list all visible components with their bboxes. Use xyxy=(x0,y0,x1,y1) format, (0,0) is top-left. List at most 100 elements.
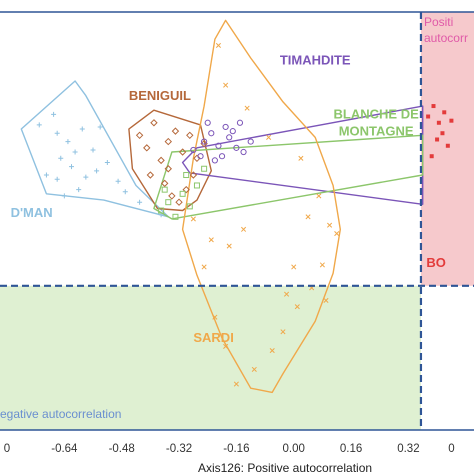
point-s4-7 xyxy=(327,222,333,228)
point-s4-19 xyxy=(208,237,214,243)
point-s4-0 xyxy=(215,42,222,48)
point-s2-2 xyxy=(208,130,215,137)
quadrant-regions: Positi autocorr egative autocorrelation xyxy=(0,12,474,430)
group-hulls xyxy=(20,19,424,394)
group-label-1: BENIGUIL xyxy=(129,88,191,103)
point-s2-0 xyxy=(190,146,197,154)
point-s0-0 xyxy=(36,122,42,128)
point-s1-8 xyxy=(189,171,198,179)
point-s1-5 xyxy=(171,127,180,135)
point-s4-3 xyxy=(266,134,272,140)
group-label-line: SARDI xyxy=(193,330,233,345)
point-s5-2 xyxy=(436,120,441,125)
positive-region-label-line: Positi xyxy=(424,15,453,29)
point-s0-10 xyxy=(97,124,103,130)
point-s0-3 xyxy=(65,139,71,145)
group-label-2: TIMAHDITE xyxy=(280,52,351,67)
point-s1-2 xyxy=(150,119,158,127)
point-s1-9 xyxy=(160,179,169,188)
point-s1-6 xyxy=(178,148,187,156)
x-tick-label: -0.48 xyxy=(109,443,135,455)
point-s3-1 xyxy=(165,199,172,206)
x-tick-label: 0.16 xyxy=(340,443,362,455)
point-s2-8 xyxy=(211,157,218,164)
point-s4-21 xyxy=(240,226,247,232)
point-s5-1 xyxy=(431,104,436,109)
point-s2-6 xyxy=(233,144,240,151)
point-s3-6 xyxy=(193,182,200,189)
point-s0-15 xyxy=(115,178,121,184)
point-s4-4 xyxy=(298,155,304,161)
hull-4 xyxy=(181,19,341,394)
point-s1-12 xyxy=(182,185,190,194)
point-s1-13 xyxy=(193,154,201,163)
group-label-4: SARDI xyxy=(193,330,233,345)
point-s2-12 xyxy=(229,128,236,135)
point-s1-3 xyxy=(157,156,165,165)
point-s4-2 xyxy=(244,105,250,111)
x-tick-label: 0.00 xyxy=(283,443,305,455)
point-s0-1 xyxy=(51,111,57,117)
point-s0-16 xyxy=(122,189,128,195)
point-s2-7 xyxy=(240,148,247,156)
point-s4-22 xyxy=(334,230,340,237)
point-s2-14 xyxy=(236,119,244,126)
point-s4-5 xyxy=(316,193,322,199)
point-s0-4 xyxy=(58,155,64,161)
point-s0-5 xyxy=(72,149,78,155)
point-s4-12 xyxy=(269,348,275,354)
point-s4-16 xyxy=(212,314,218,320)
point-s3-4 xyxy=(186,203,193,210)
point-s3-3 xyxy=(179,190,186,197)
point-s0-12 xyxy=(54,176,60,182)
point-s4-18 xyxy=(190,216,196,222)
point-s0-11 xyxy=(104,159,110,165)
point-s1-1 xyxy=(143,144,151,152)
positive-region-label: Positi autocorr xyxy=(424,15,468,45)
point-s2-3 xyxy=(215,142,222,149)
point-s5-5 xyxy=(435,137,440,142)
point-s5-7 xyxy=(429,154,434,159)
point-s3-5 xyxy=(183,172,190,179)
group-label-line: TIMAHDITE xyxy=(280,52,351,67)
point-s2-1 xyxy=(201,138,208,145)
x-tick-label: 0.32 xyxy=(397,443,419,455)
point-s4-10 xyxy=(294,304,300,310)
point-s4-17 xyxy=(201,264,207,270)
point-s4-11 xyxy=(280,329,286,335)
data-points xyxy=(36,42,454,387)
point-s4-1 xyxy=(223,82,229,88)
x-tick-label: 0 xyxy=(448,443,454,455)
point-s2-9 xyxy=(197,153,204,160)
point-s0-7 xyxy=(69,164,75,170)
point-s1-4 xyxy=(164,137,172,146)
point-s2-13 xyxy=(247,138,254,145)
group-label-5: BO xyxy=(426,255,446,270)
group-label-3: BLANCHE DE MONTAGNE xyxy=(334,107,420,139)
point-s1-0 xyxy=(135,131,144,140)
point-s0-14 xyxy=(76,187,82,193)
point-s0-6 xyxy=(79,126,85,132)
point-s4-8 xyxy=(319,262,325,268)
point-s1-15 xyxy=(164,165,172,173)
point-s1-14 xyxy=(146,171,155,179)
positive-autocorrelation-region xyxy=(420,12,474,286)
point-s3-0 xyxy=(158,207,165,214)
point-s5-3 xyxy=(442,110,447,115)
point-s2-5 xyxy=(226,134,233,141)
point-s0-19 xyxy=(94,168,100,174)
point-s2-11 xyxy=(204,119,211,126)
group-label-line: D'MAN xyxy=(11,205,53,220)
point-s1-10 xyxy=(168,192,176,200)
point-s4-23 xyxy=(291,264,297,270)
x-axis-title: Axis126: Positive autocorrelation xyxy=(198,461,372,474)
point-s1-7 xyxy=(186,131,194,140)
group-labels: D'MAN BENIGUIL TIMAHDITE BLANCHE DE MONTAGNE… xyxy=(11,52,446,345)
x-tick-label: -0.32 xyxy=(166,443,192,455)
x-tick-label: -0.16 xyxy=(223,443,249,455)
divider-lines xyxy=(0,11,474,431)
hull-1 xyxy=(128,109,213,212)
group-label-line: BO xyxy=(426,255,446,270)
point-s0-13 xyxy=(43,172,49,178)
